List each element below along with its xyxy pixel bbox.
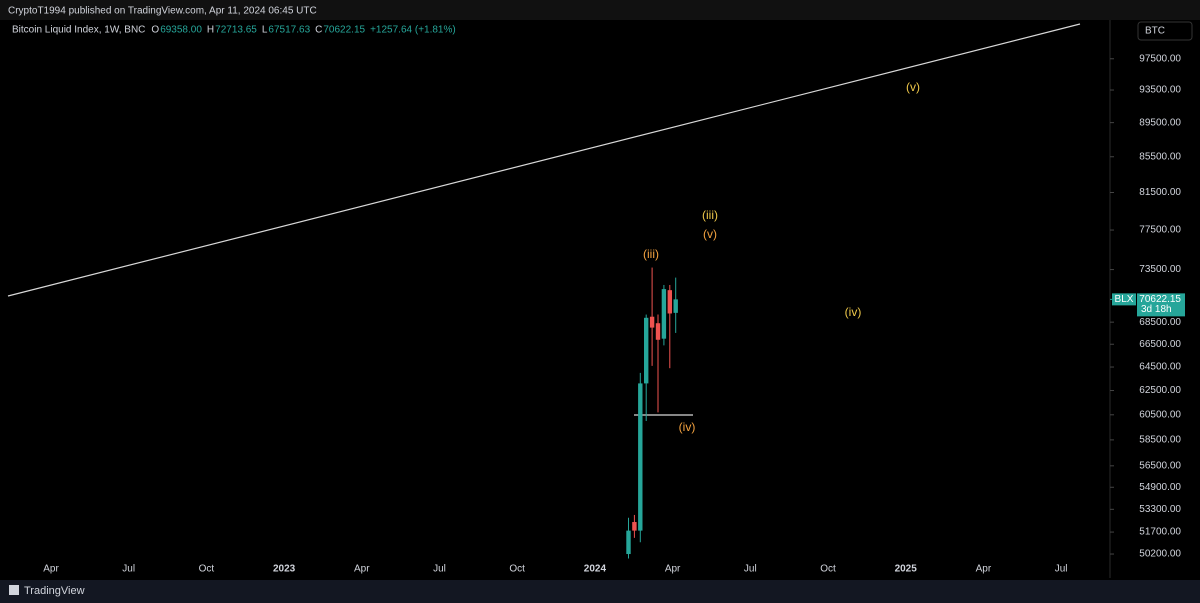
candle-body [638,383,643,531]
candle-body [673,299,678,313]
bar-sep [0,578,1200,580]
y-tick-label: 73500.00 [1139,264,1181,275]
ohlc-value: 70622.15 [323,25,365,36]
y-tick-label: 97500.00 [1139,53,1181,64]
top-bar [0,0,1200,20]
change: +1257.64 (+1.81%) [370,25,456,36]
ohlc-key: L [262,25,268,36]
x-tick-label: Jul [744,564,757,575]
x-tick-label: Jul [1055,564,1068,575]
y-tick-label: 81500.00 [1139,187,1181,198]
x-tick-label: Jul [433,564,446,575]
wave-label: (v) [906,80,920,94]
legend: Bitcoin Liquid Index, 1W, BNC O 69358.00 H 7… [12,25,456,36]
price-box [1137,293,1185,317]
brand: TradingView [24,585,85,597]
candle-body [649,316,655,328]
symbol-box [1112,293,1136,306]
candle-body [644,317,649,384]
ohlc-value: 69358.00 [160,25,202,36]
symbol: BLX [1115,294,1134,305]
wave-label: (iv) [845,305,862,319]
candle-body [667,290,672,314]
y-tick-label: 85500.00 [1139,151,1181,162]
wave-label: (iii) [702,208,718,222]
y-tick-label: 60500.00 [1139,409,1181,420]
bottom-bar [0,578,1200,603]
wave-label: (iii) [643,247,659,261]
y-tick-label: 66500.00 [1139,339,1181,350]
x-tick-label: 2023 [273,564,296,575]
y-tick-label: 62500.00 [1139,385,1181,396]
x-tick-label: Jul [122,564,135,575]
y-tick-label: 93500.00 [1139,85,1181,96]
x-tick-label: 2024 [584,564,607,575]
candle-body [655,323,661,340]
x-tick-label: Oct [820,564,836,575]
y-tick-label: 89500.00 [1139,117,1181,128]
countdown: 3d 18h [1141,304,1172,315]
x-tick-label: Oct [199,564,215,575]
candle-body [661,289,667,339]
ohlc-value: 67517.63 [268,25,310,36]
currency-box [1137,21,1193,41]
y-tick-label: 56500.00 [1139,460,1181,471]
y-tick-label: 77500.00 [1139,225,1181,236]
candle-body [632,522,637,531]
x-tick-label: Apr [43,564,59,575]
y-tick-label: 54900.00 [1139,482,1181,493]
x-tick-label: Apr [354,564,370,575]
logo [9,585,19,595]
publisher: CryptoT1994 published on TradingView.com… [8,6,317,17]
chart-title: Bitcoin Liquid Index, 1W, BNC [12,25,145,36]
x-tick-label: 2025 [895,564,918,575]
wave-label: (v) [703,227,717,241]
currency: BTC [1145,26,1165,37]
x-tick-label: Apr [976,564,992,575]
x-tick-label: Apr [665,564,681,575]
y-tick-label: 64500.00 [1139,362,1181,373]
logo-mark [9,585,19,595]
y-tick-label: 51700.00 [1139,527,1181,538]
ohlc-key: C [315,25,322,36]
ohlc-value: 72713.65 [215,25,257,36]
y-tick-label: 50200.00 [1139,549,1181,560]
ohlc-key: O [151,25,159,36]
x-tick-label: Oct [509,564,525,575]
y-tick-label: 53300.00 [1139,504,1181,515]
candle-body [626,530,631,555]
trend-line [7,23,1081,297]
y-tick-label: 68500.00 [1139,317,1181,328]
last-price: 70622.15 [1139,294,1181,305]
y-tick-label: 58500.00 [1139,435,1181,446]
wave-label: (iv) [679,420,696,434]
ohlc-key: H [207,25,214,36]
